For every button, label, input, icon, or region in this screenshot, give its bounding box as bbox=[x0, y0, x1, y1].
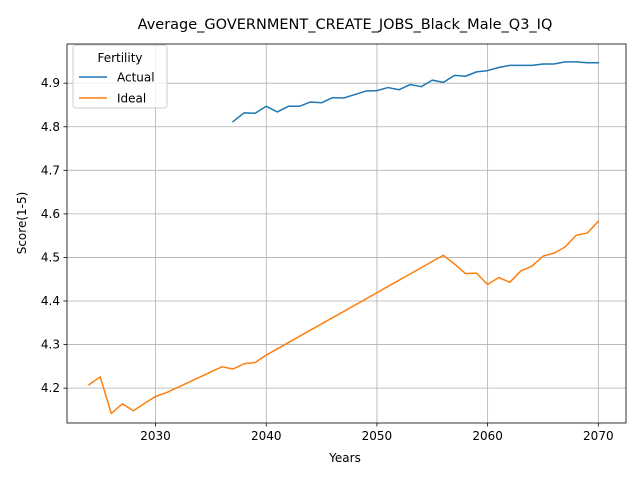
series-line-ideal bbox=[88, 220, 600, 415]
x-tick-label: 2070 bbox=[583, 429, 614, 443]
series-line-actual bbox=[231, 61, 600, 123]
y-tick-label: 4.8 bbox=[41, 120, 60, 134]
chart-title: Average_GOVERNMENT_CREATE_JOBS_Black_Mal… bbox=[138, 17, 553, 33]
y-tick-label: 4.3 bbox=[41, 338, 60, 352]
x-tick-label: 2050 bbox=[362, 429, 393, 443]
y-tick-label: 4.5 bbox=[41, 250, 60, 264]
x-tick-label: 2040 bbox=[251, 429, 282, 443]
x-tick-label: 2060 bbox=[472, 429, 503, 443]
y-axis: 4.2 4.3 4.4 4.5 4.6 4.7 4.8 4.9 bbox=[41, 76, 67, 395]
legend-box bbox=[72, 44, 168, 109]
y-tick-label: 4.2 bbox=[41, 381, 60, 395]
y-tick-label: 4.4 bbox=[41, 294, 60, 308]
y-tick-label: 4.9 bbox=[41, 76, 60, 90]
legend-label-actual: Actual bbox=[117, 71, 155, 85]
x-axis-label: Years bbox=[328, 451, 361, 465]
legend: Fertility Actual Ideal bbox=[72, 44, 168, 109]
y-tick-label: 4.7 bbox=[41, 163, 60, 177]
y-tick-label: 4.6 bbox=[41, 207, 60, 221]
series-layer bbox=[88, 61, 600, 415]
x-axis: 2030 2040 2050 2060 2070 bbox=[140, 423, 614, 443]
x-tick-label: 2030 bbox=[140, 429, 171, 443]
legend-label-ideal: Ideal bbox=[117, 92, 146, 106]
grid bbox=[67, 44, 626, 423]
y-axis-label: Score(1-5) bbox=[15, 192, 29, 255]
plot-frame bbox=[66, 43, 627, 424]
legend-title: Fertility bbox=[97, 51, 142, 65]
